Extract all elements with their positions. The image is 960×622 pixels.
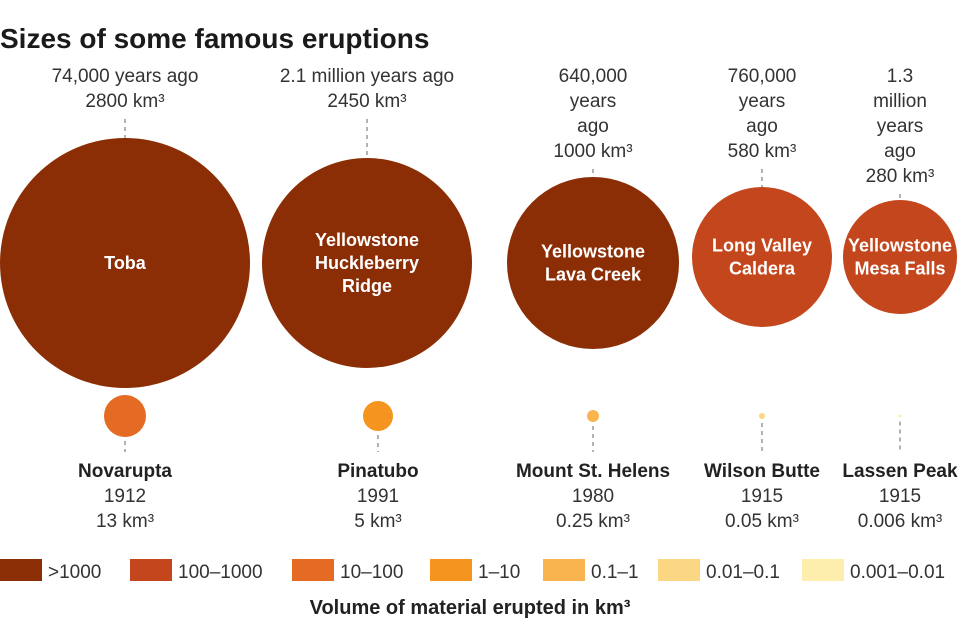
eruption-2: 640,000 years ago 1000 km³ Yellowstone Lava C… — [507, 66, 679, 349]
legend-label: 0.001–0.01 — [850, 562, 945, 583]
legend-item: 1–10 — [430, 559, 520, 583]
legend-swatch — [802, 559, 844, 581]
small-eruption-1: Pinatubo 1991 5 km³ — [337, 401, 419, 532]
eruption-label: 760,000 — [728, 66, 797, 87]
legend-label: 100–1000 — [178, 562, 263, 583]
small-eruption-3: Wilson Butte 1915 0.05 km³ — [704, 413, 820, 532]
eruption-bubble — [587, 410, 599, 422]
eruption-label: 2800 km³ — [85, 91, 164, 112]
eruption-0: 74,000 years ago 2800 km³ Toba — [0, 66, 250, 388]
legend-swatch — [658, 559, 700, 581]
eruption-bubble — [898, 414, 902, 418]
eruption-name: Long Valley — [712, 236, 812, 256]
legend-item: >1000 — [0, 559, 101, 583]
legend-swatch — [292, 559, 334, 581]
eruption-bubble — [104, 395, 146, 437]
eruption-name: Mesa Falls — [854, 259, 945, 279]
legend-label: 0.1–1 — [591, 562, 639, 583]
small-eruption-4: Lassen Peak 1915 0.006 km³ — [842, 414, 958, 532]
eruption-bubble — [843, 200, 957, 314]
eruption-bubble — [363, 401, 393, 431]
eruption-name: Pinatubo — [337, 461, 418, 482]
eruption-bubble — [262, 158, 472, 368]
eruption-name: Caldera — [729, 259, 796, 279]
eruption-label: 2450 km³ — [327, 91, 406, 112]
eruption-label: years — [877, 116, 923, 137]
eruption-label: 1000 km³ — [553, 141, 632, 162]
eruption-name: Ridge — [342, 276, 392, 296]
small-eruption-2: Mount St. Helens 1980 0.25 km³ — [516, 410, 670, 532]
small-eruptions: Novarupta 1912 13 km³ Pinatubo 1991 5 km³ Moun… — [78, 395, 958, 532]
eruption-bubble — [0, 138, 250, 388]
eruption-name: Yellowstone — [848, 236, 952, 256]
eruption-label: million — [873, 91, 927, 112]
eruption-year: 1991 — [357, 486, 399, 507]
eruption-year: 1915 — [741, 486, 783, 507]
eruption-name: Yellowstone — [541, 242, 645, 262]
legend-label: 10–100 — [340, 562, 403, 583]
legend: >1000 100–1000 10–100 1–10 0.1–1 0.01–0.1 0.00… — [0, 559, 945, 583]
legend-label: 0.01–0.1 — [706, 562, 780, 583]
eruption-volume: 0.006 km³ — [858, 511, 942, 532]
legend-swatch — [430, 559, 472, 581]
eruption-volume: 5 km³ — [354, 511, 402, 532]
eruption-name: Lava Creek — [545, 265, 642, 285]
eruption-4: 1.3 million years ago 280 km³ Yellowstone Mesa… — [843, 66, 957, 314]
legend-label: >1000 — [48, 562, 101, 583]
eruption-name: Novarupta — [78, 461, 172, 482]
eruption-year: 1912 — [104, 486, 146, 507]
legend-title: Volume of material erupted in km³ — [310, 597, 631, 619]
eruption-label: 280 km³ — [866, 166, 935, 187]
eruption-label: 580 km³ — [728, 141, 797, 162]
legend-item: 0.001–0.01 — [802, 559, 945, 583]
eruption-label: ago — [746, 116, 778, 137]
eruption-label: 2.1 million years ago — [280, 66, 454, 87]
eruption-label: 74,000 years ago — [52, 66, 199, 87]
eruption-name: Yellowstone — [315, 230, 419, 250]
legend-label: 1–10 — [478, 562, 520, 583]
legend-swatch — [0, 559, 42, 581]
eruption-name: Wilson Butte — [704, 461, 820, 482]
eruption-name: Toba — [104, 253, 147, 273]
eruption-1: 2.1 million years ago 2450 km³ Yellowstone… — [262, 66, 472, 368]
eruption-label: years — [570, 91, 616, 112]
eruption-year: 1915 — [879, 486, 921, 507]
eruption-label: years — [739, 91, 785, 112]
eruption-label: ago — [884, 141, 916, 162]
eruption-name: Huckleberry — [315, 253, 419, 273]
legend-swatch — [543, 559, 585, 581]
eruption-year: 1980 — [572, 486, 614, 507]
legend-item: 10–100 — [292, 559, 403, 583]
eruption-volume: 0.25 km³ — [556, 511, 630, 532]
eruption-3: 760,000 years ago 580 km³ Long Valley Caldera — [692, 66, 832, 327]
large-eruptions: 74,000 years ago 2800 km³ Toba 2.1 million … — [0, 66, 957, 388]
eruption-name: Mount St. Helens — [516, 461, 670, 482]
legend-item: 0.1–1 — [543, 559, 639, 583]
eruption-label: 640,000 — [559, 66, 628, 87]
eruption-label: ago — [577, 116, 609, 137]
legend-item: 0.01–0.1 — [658, 559, 780, 583]
legend-item: 100–1000 — [130, 559, 263, 583]
chart-title: Sizes of some famous eruptions — [0, 23, 429, 54]
eruption-volume: 13 km³ — [96, 511, 154, 532]
eruption-bubble — [507, 177, 679, 349]
eruption-volume: 0.05 km³ — [725, 511, 799, 532]
legend-swatch — [130, 559, 172, 581]
small-eruption-0: Novarupta 1912 13 km³ — [78, 395, 172, 532]
eruption-bubble — [759, 413, 765, 419]
eruption-bubble — [692, 187, 832, 327]
eruption-label: 1.3 — [887, 66, 913, 87]
eruption-name: Lassen Peak — [842, 461, 958, 482]
